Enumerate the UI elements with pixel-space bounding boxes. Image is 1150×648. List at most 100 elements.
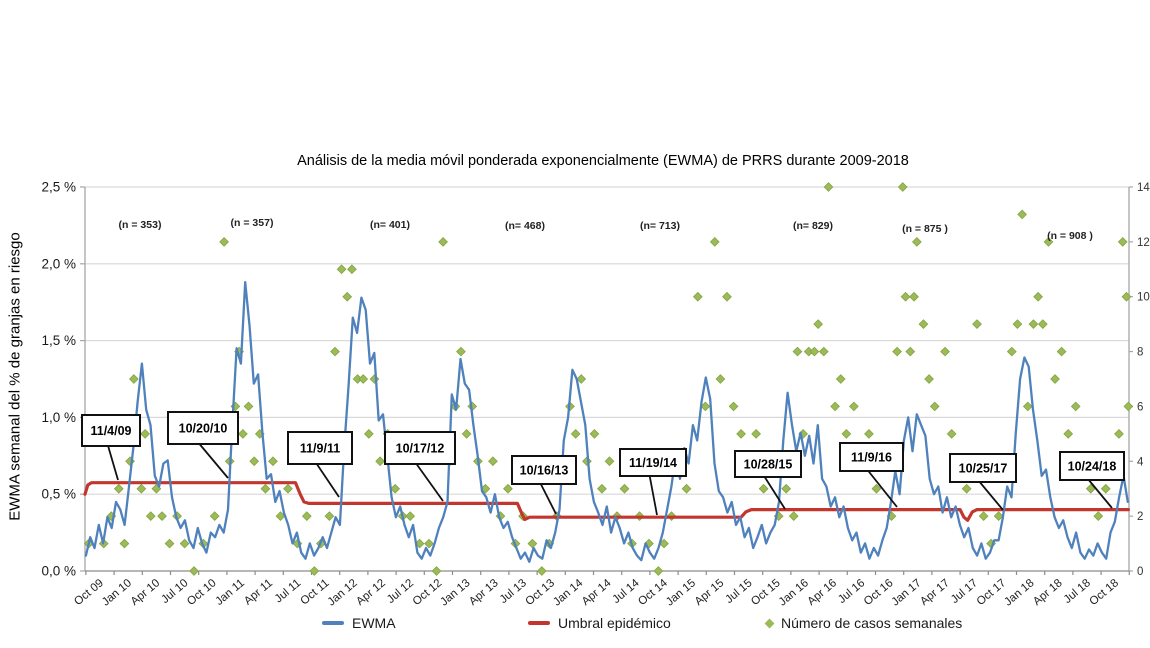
svg-text:Oct 10: Oct 10	[185, 577, 219, 608]
case-point	[1100, 483, 1111, 494]
callout-box	[81, 414, 141, 447]
case-point	[461, 428, 472, 439]
case-point	[604, 456, 615, 467]
case-point	[892, 346, 902, 357]
case-point	[841, 428, 852, 439]
ewma-line	[84, 281, 1129, 563]
case-point	[390, 483, 401, 494]
case-point	[1056, 346, 1067, 357]
svg-text:Oct 15: Oct 15	[749, 577, 783, 608]
case-point	[1123, 401, 1134, 412]
case-point	[1028, 319, 1039, 330]
case-point	[527, 538, 538, 549]
case-point	[1117, 236, 1128, 247]
case-point	[576, 374, 587, 384]
svg-text:Jan 11: Jan 11	[213, 577, 247, 608]
svg-text:Jul 12: Jul 12	[385, 577, 416, 606]
case-point	[722, 291, 732, 302]
svg-text:Oct 17: Oct 17	[975, 577, 1009, 608]
ewma-line-icon	[322, 621, 344, 625]
legend-item-ewma: EWMA	[322, 615, 396, 631]
svg-text:2: 2	[1137, 511, 1143, 523]
svg-text:Jan 10: Jan 10	[100, 577, 134, 608]
case-point	[1063, 428, 1074, 439]
case-point	[728, 401, 739, 412]
threshold-line	[83, 481, 1131, 522]
svg-text:2,5 %: 2,5 %	[41, 180, 76, 195]
cases-diamond-icon	[764, 618, 775, 628]
svg-text:Jan 15: Jan 15	[664, 577, 698, 608]
sample-size-label: (n= 829)	[793, 220, 833, 232]
case-point	[405, 511, 416, 522]
case-point	[488, 456, 498, 467]
case-point	[900, 291, 911, 302]
legend-label-threshold: Umbral epidémico	[558, 615, 671, 631]
case-point	[438, 236, 448, 247]
case-point	[301, 511, 312, 522]
svg-text:Oct 12: Oct 12	[411, 577, 445, 608]
case-point	[283, 483, 293, 494]
case-point	[1070, 401, 1081, 412]
callout-date: 11/9/16	[851, 451, 892, 465]
callout-box	[949, 453, 1017, 483]
case-point	[140, 428, 150, 439]
case-point	[597, 483, 607, 494]
case-point	[260, 483, 271, 494]
case-point	[681, 483, 692, 494]
callout-box	[1059, 451, 1125, 481]
svg-text:Jul 15: Jul 15	[723, 577, 754, 606]
legend-label-cases: Número de casos semanales	[781, 615, 963, 631]
svg-text:Jan 18: Jan 18	[1002, 577, 1036, 608]
case-point	[363, 428, 374, 439]
callout-box	[839, 442, 904, 472]
case-point	[179, 538, 190, 549]
callout-leader	[107, 445, 119, 481]
callout-leader	[539, 483, 557, 515]
case-point	[692, 291, 703, 302]
case-point	[151, 483, 162, 494]
case-point	[157, 511, 167, 522]
case-point	[1114, 428, 1124, 439]
callout-box	[384, 431, 456, 465]
case-point	[736, 428, 746, 439]
case-point	[1006, 346, 1017, 357]
legend-item-threshold: Umbral epidémico	[528, 615, 671, 631]
case-point	[336, 264, 347, 275]
svg-text:14: 14	[1137, 182, 1150, 194]
svg-text:Oct 16: Oct 16	[862, 577, 896, 608]
svg-text:Apr 15: Apr 15	[693, 577, 727, 608]
case-point	[480, 483, 491, 494]
svg-text:Jan 14: Jan 14	[551, 577, 586, 609]
callout-box	[619, 448, 687, 477]
svg-text:0,5 %: 0,5 %	[41, 487, 76, 502]
callout-leader	[198, 443, 229, 479]
case-point	[536, 566, 547, 576]
case-point	[1093, 511, 1104, 522]
sample-size-label: (n = 908 )	[1047, 230, 1093, 242]
case-point	[758, 483, 769, 494]
axes	[84, 187, 1130, 572]
case-point	[818, 346, 829, 357]
callout-leader	[316, 463, 340, 498]
case-point	[209, 511, 220, 522]
case-point	[924, 374, 934, 384]
case-point	[113, 483, 124, 494]
svg-text:Jan 12: Jan 12	[326, 577, 360, 608]
case-point	[940, 346, 950, 357]
svg-text:Jul 10: Jul 10	[159, 577, 190, 606]
case-point	[709, 236, 720, 247]
case-point	[1022, 401, 1033, 412]
case-point	[375, 456, 385, 467]
threshold-line-icon	[528, 621, 550, 625]
callout-date: 10/25/17	[959, 462, 1008, 476]
case-point	[813, 319, 824, 330]
chart-title: Análisis de la media móvil ponderada exp…	[297, 153, 909, 169]
case-point	[619, 483, 630, 494]
svg-text:6: 6	[1137, 401, 1143, 413]
svg-text:Jan 17: Jan 17	[890, 577, 924, 608]
svg-text:Jul 13: Jul 13	[498, 577, 529, 606]
case-point	[961, 483, 972, 494]
case-point	[792, 346, 803, 357]
